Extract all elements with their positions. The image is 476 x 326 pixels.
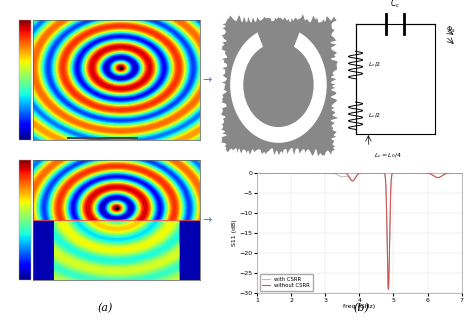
X-axis label: freq (GHz): freq (GHz): [343, 304, 376, 309]
Y-axis label: S11 (dB): S11 (dB): [232, 220, 237, 246]
Text: →: →: [202, 215, 212, 225]
with CSRR: [453, 171, 458, 175]
without CSRR: [453, 171, 458, 175]
Circle shape: [244, 43, 313, 126]
Text: $C_c$: $C_c$: [390, 0, 400, 10]
without CSRR: [442, 172, 448, 176]
Text: $L_c/2$: $L_c/2$: [368, 61, 382, 69]
Text: $\Phi_s$: $\Phi_s$: [446, 24, 456, 35]
with CSRR: [254, 171, 260, 175]
Text: (a): (a): [97, 303, 112, 313]
Legend: with CSRR, without CSRR: with CSRR, without CSRR: [260, 274, 313, 291]
Text: $L_c = L_0/4$: $L_c = L_0/4$: [374, 151, 401, 160]
Text: →: →: [202, 75, 212, 85]
without CSRR: [340, 171, 346, 175]
Line: with CSRR: with CSRR: [257, 173, 462, 289]
without CSRR: [459, 171, 465, 175]
Circle shape: [231, 27, 326, 142]
without CSRR: [342, 171, 347, 175]
with CSRR: [342, 174, 347, 178]
without CSRR: [386, 288, 391, 291]
with CSRR: [459, 171, 465, 175]
Text: (b): (b): [354, 303, 370, 313]
with CSRR: [403, 171, 408, 175]
Circle shape: [248, 49, 308, 121]
without CSRR: [403, 171, 408, 175]
Line: without CSRR: without CSRR: [257, 173, 462, 289]
Polygon shape: [257, 22, 300, 85]
Polygon shape: [265, 85, 292, 124]
without CSRR: [351, 178, 357, 182]
Text: $L_c/2$: $L_c/2$: [368, 111, 382, 120]
without CSRR: [254, 171, 260, 175]
with CSRR: [442, 172, 448, 176]
with CSRR: [351, 178, 357, 182]
Circle shape: [262, 65, 295, 105]
with CSRR: [340, 175, 346, 179]
with CSRR: [386, 288, 391, 291]
